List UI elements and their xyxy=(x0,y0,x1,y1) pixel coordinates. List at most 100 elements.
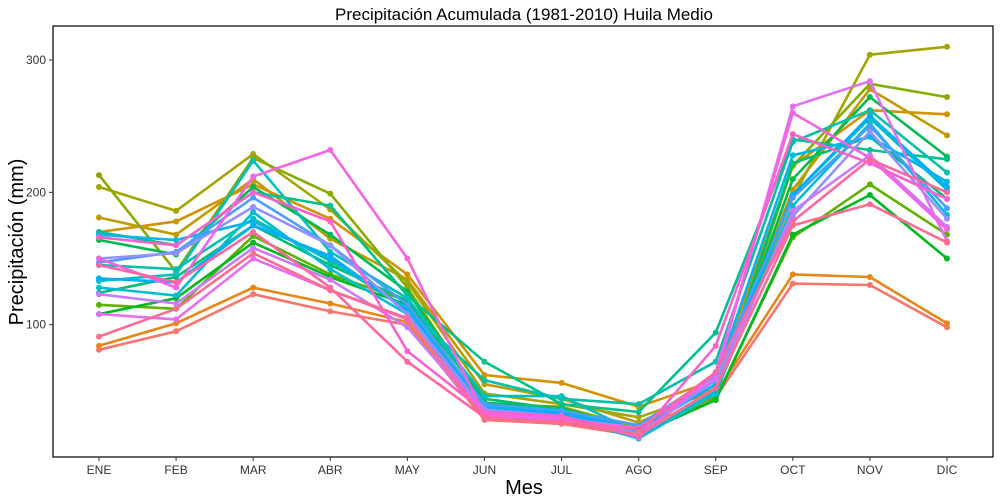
data-point xyxy=(250,255,257,262)
data-point xyxy=(635,431,642,438)
data-point xyxy=(789,186,796,193)
series-line xyxy=(97,82,949,430)
data-point xyxy=(173,271,180,278)
series-line xyxy=(97,132,949,438)
data-point xyxy=(96,333,102,340)
data-point xyxy=(327,202,334,209)
data-point xyxy=(96,291,102,298)
data-point xyxy=(327,252,334,259)
data-point xyxy=(944,215,950,222)
data-point xyxy=(173,316,180,323)
data-point xyxy=(789,152,796,159)
series-line xyxy=(97,109,949,409)
data-point xyxy=(944,178,950,185)
data-point xyxy=(558,412,565,419)
data-point xyxy=(327,231,334,238)
data-point xyxy=(250,291,257,298)
x-tick-label: FEB xyxy=(164,463,187,477)
series-line xyxy=(97,111,949,439)
data-point xyxy=(866,86,873,93)
data-point xyxy=(327,266,334,273)
data-point xyxy=(866,191,873,198)
y-axis-title: Precipitación (mm) xyxy=(6,159,28,326)
data-point xyxy=(250,284,257,291)
data-point xyxy=(96,184,102,191)
data-point xyxy=(250,244,257,251)
x-tick-label: DIC xyxy=(937,463,958,477)
data-point xyxy=(96,262,102,269)
data-point xyxy=(250,184,257,191)
data-point xyxy=(173,292,180,299)
data-point xyxy=(404,324,411,331)
x-tick-label: JUL xyxy=(551,463,573,477)
y-tick-label: 200 xyxy=(26,185,46,199)
data-point xyxy=(635,409,642,416)
data-point xyxy=(327,242,334,249)
data-point xyxy=(789,131,796,138)
data-point xyxy=(173,328,180,335)
data-point xyxy=(944,43,950,50)
data-point xyxy=(866,78,873,85)
series-line xyxy=(97,45,949,419)
data-point xyxy=(866,201,873,208)
data-point xyxy=(789,194,796,201)
data-point xyxy=(481,371,488,378)
data-point xyxy=(635,426,642,433)
data-point xyxy=(635,414,642,421)
data-point xyxy=(173,236,180,243)
x-tick-label: NOV xyxy=(857,463,883,477)
data-point xyxy=(866,128,873,135)
series-line xyxy=(97,79,949,430)
data-point xyxy=(404,271,411,278)
data-point xyxy=(173,250,180,257)
data-point xyxy=(481,358,488,365)
data-point xyxy=(866,133,873,140)
data-point xyxy=(327,146,334,153)
data-point xyxy=(712,390,719,397)
data-point xyxy=(789,176,796,183)
series-4 xyxy=(96,86,950,426)
data-point xyxy=(404,358,411,365)
data-point xyxy=(250,157,257,164)
data-point xyxy=(866,146,873,153)
series-line xyxy=(97,135,949,431)
data-point xyxy=(789,271,796,278)
data-point xyxy=(96,301,102,308)
data-point xyxy=(558,393,565,400)
data-point xyxy=(250,173,257,180)
data-point xyxy=(944,239,950,246)
series-22 xyxy=(96,131,950,439)
y-axis: 100 200 300 xyxy=(26,53,53,332)
data-point xyxy=(404,348,411,355)
data-point xyxy=(558,379,565,386)
data-point xyxy=(173,279,180,286)
x-tick-label: JUN xyxy=(473,463,496,477)
data-point xyxy=(866,281,873,288)
data-point xyxy=(481,415,488,422)
data-point xyxy=(558,407,565,414)
data-point xyxy=(789,231,796,238)
data-point xyxy=(173,305,180,312)
data-point xyxy=(173,284,180,291)
data-point xyxy=(944,195,950,202)
data-point xyxy=(944,189,950,196)
data-point xyxy=(712,397,719,404)
data-point xyxy=(944,156,950,163)
data-point xyxy=(944,320,950,327)
data-point xyxy=(789,222,796,229)
data-point xyxy=(712,369,719,376)
data-point xyxy=(250,189,257,196)
data-point xyxy=(327,308,334,315)
data-point xyxy=(250,250,257,257)
data-point xyxy=(327,218,334,225)
series-line xyxy=(97,202,949,436)
data-point xyxy=(96,214,102,221)
data-point xyxy=(944,132,950,139)
data-point xyxy=(866,123,873,130)
series-line xyxy=(97,114,949,432)
data-point xyxy=(250,229,257,236)
x-axis: ENE FEB MAR ABR MAY JUN JUL AGO SEP OCT NOV DIC xyxy=(87,457,958,477)
data-point xyxy=(944,111,950,118)
data-point xyxy=(404,301,411,308)
